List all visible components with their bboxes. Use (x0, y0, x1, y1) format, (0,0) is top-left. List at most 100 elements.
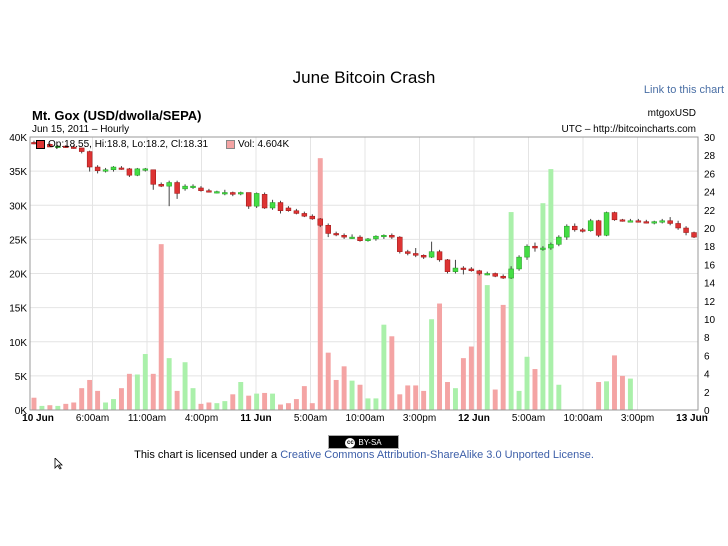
candle-body (540, 247, 546, 250)
x-tick-label: 5:00am (294, 413, 327, 424)
y-left-tick-label: 30K (9, 201, 27, 212)
volume-bar (532, 369, 538, 410)
y-left-tick-label: 20K (9, 270, 27, 281)
volume-bar (524, 356, 530, 410)
volume-bar (87, 379, 93, 410)
volume-bar (627, 378, 633, 410)
cc-license-badge[interactable]: cc BY-SA (328, 435, 399, 449)
candle-body (412, 253, 419, 256)
y-right-tick-label: 18 (704, 242, 716, 253)
y-left-tick-label: 35K (9, 167, 27, 178)
volume-bar (548, 169, 554, 410)
candle-body (309, 215, 316, 220)
y-right-tick-label: 20 (704, 224, 716, 235)
candle-body (365, 238, 371, 241)
slide-title: June Bitcoin Crash (292, 68, 436, 87)
volume-bar (381, 324, 387, 410)
y-right-tick-label: 26 (704, 169, 716, 180)
candle-body (381, 235, 387, 238)
volume-bar (79, 388, 85, 410)
ohlc-readout: Op:18.55, Hi:18.8, Lo:18.2, Cl:18.31 (36, 139, 208, 150)
candle-body (142, 168, 149, 171)
volume-bar (405, 385, 411, 410)
candle-body (206, 190, 212, 193)
volume-bar (206, 402, 212, 410)
x-tick-label: 12 Jun (458, 413, 490, 424)
volume-bar (126, 373, 132, 410)
volume-bar (166, 358, 172, 410)
volume-bar (270, 393, 276, 410)
ohlc-swatch-icon (36, 139, 45, 149)
volume-bar (142, 354, 148, 410)
volume-bar (230, 394, 236, 410)
volume-bar (445, 382, 450, 410)
volume-bar (103, 402, 109, 410)
candle-body (166, 182, 172, 187)
license-prefix: This chart is licensed under a (134, 449, 281, 461)
y-left-tick-label: 15K (9, 304, 27, 315)
volume-bar (278, 404, 283, 410)
candle-body (349, 236, 355, 239)
candle-body (436, 251, 443, 261)
candle-body (643, 221, 650, 224)
candle-body (619, 219, 626, 222)
volume-bar (198, 403, 204, 410)
candle-body (452, 267, 459, 272)
candle-body (102, 169, 109, 172)
candle-body (317, 218, 323, 226)
candle-body (150, 169, 156, 185)
volume-bar (301, 386, 307, 410)
y-right-tick-label: 8 (704, 333, 710, 344)
volume-bar (333, 379, 339, 410)
volume-bar (492, 389, 498, 410)
candle-body (468, 268, 475, 272)
candle-body (47, 144, 53, 148)
chart-date-line: Jun 15, 2011 – Hourly (32, 124, 130, 135)
candle-body (158, 184, 164, 187)
candle-body (277, 202, 284, 211)
volume-bar (182, 362, 188, 410)
y-right-tick-label: 16 (704, 260, 716, 271)
candle-body (635, 220, 642, 223)
candle-body (603, 212, 610, 236)
candle-body (222, 192, 228, 195)
y-right-tick-label: 12 (704, 297, 716, 308)
candle-body (659, 220, 665, 223)
volume-bar (63, 403, 69, 410)
license-notice: This chart is licensed under a Creative … (0, 449, 728, 461)
y-left-tick-label: 25K (9, 235, 27, 246)
volume-bar (540, 203, 546, 410)
candle-body (301, 213, 308, 217)
candle-body (564, 225, 570, 238)
y-right-tick-label: 28 (704, 151, 716, 162)
volume-bar (190, 388, 196, 410)
candle-body (110, 166, 117, 171)
candle-body (198, 187, 204, 191)
candle-body (126, 168, 133, 176)
y-right-tick-label: 14 (704, 279, 716, 290)
volume-bar (508, 212, 514, 410)
volume-bar (39, 405, 45, 410)
candle-body (373, 235, 379, 240)
mouse-cursor-icon (54, 458, 63, 470)
x-tick-label: 10 Jun (22, 413, 54, 424)
license-link[interactable]: Creative Commons Attribution-ShareAlike … (280, 449, 594, 461)
volume-bar (214, 403, 220, 410)
x-tick-label: 10:00am (564, 413, 603, 424)
candle-body (492, 273, 498, 277)
y-right-tick-label: 22 (704, 206, 716, 217)
volume-bar (254, 393, 260, 410)
chart-link[interactable]: Link to this chart (643, 84, 724, 96)
candle-body (357, 236, 363, 241)
plot-frame (29, 136, 699, 411)
volume-bar (484, 285, 490, 410)
cc-logo-icon: cc (345, 437, 356, 448)
y-right-tick-label: 30 (704, 133, 716, 144)
volume-bar (95, 390, 101, 410)
y-right-tick-label: 0 (704, 406, 710, 417)
volume-bar (373, 398, 379, 410)
volume-bar (389, 336, 395, 410)
candle-body (627, 220, 634, 223)
volume-bar (317, 158, 323, 410)
